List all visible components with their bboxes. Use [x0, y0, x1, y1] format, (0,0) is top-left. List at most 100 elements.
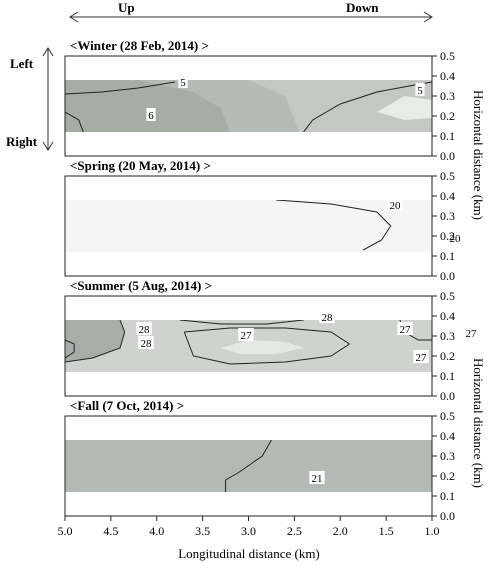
right-arrowhead	[42, 141, 54, 151]
y-tick-label: 0.2	[440, 229, 455, 243]
down-label: Down	[346, 0, 379, 15]
x-tick-label: 4.5	[103, 524, 118, 538]
contour-label-bg	[136, 322, 152, 335]
y-tick-label: 0.0	[440, 389, 455, 403]
y-tick-label: 0.5	[440, 49, 455, 63]
panel-frame	[64, 175, 433, 277]
panel-field-detail	[65, 320, 432, 372]
contour-label: 27	[466, 328, 478, 340]
contour-label: 5	[417, 85, 423, 97]
panel-2: 20 20 <Spring (20 May, 2014) > 0.0 0.1 0.2 0.3…	[64, 158, 463, 283]
y-tick-label: 0.4	[440, 429, 455, 443]
y-tick-label: 0.1	[440, 489, 455, 503]
x-axis-label: Longitudinal distance (km)	[178, 546, 320, 561]
x-axis: 5.0 4.5 4.0 3.5 3.0 2.5 2.0 1.5 1.0	[58, 516, 440, 538]
x-tick-label: 2.0	[333, 524, 348, 538]
contour-label: 6	[148, 110, 154, 122]
contour-label: 21	[312, 473, 323, 485]
y-axis-label-bottom: Horizontal distance (km)	[471, 358, 486, 488]
x-tick-label: 2.5	[287, 524, 302, 538]
y-tick-label: 0.0	[440, 149, 455, 163]
x-tick-label: 3.5	[195, 524, 210, 538]
shade-band-2	[220, 340, 304, 354]
y-tick-label: 0.3	[440, 329, 455, 343]
y-tick-label: 0.5	[440, 409, 455, 423]
panel-title: <Fall (7 Oct, 2014) >	[70, 398, 184, 413]
panel-field-detail	[275, 200, 392, 251]
contour-panels: 5 5 6 <Winter (28 Feb, 2014) > 0.0 0.1 0.2 0.3 0…	[64, 38, 479, 523]
left-label: Left	[10, 56, 34, 71]
contour-line-21-1	[225, 440, 272, 492]
direction-arrows	[42, 11, 433, 151]
contour-line-5-2	[303, 81, 432, 132]
panel-field-detail	[225, 440, 272, 492]
y-tick-label: 0.2	[440, 109, 455, 123]
contour-line-5-1	[65, 81, 176, 95]
shade-band-3	[376, 96, 432, 120]
x-tick-label: 5.0	[58, 524, 73, 538]
y-axis-label-top: Horizontal distance (km)	[471, 90, 486, 220]
y-tick-label: 0.2	[440, 349, 455, 363]
contour-label-bg	[415, 83, 425, 96]
y-tick-label: 0.2	[440, 469, 455, 483]
contour-label-bg	[463, 326, 479, 339]
down-arrowhead	[423, 11, 433, 23]
panel-frame	[64, 55, 433, 157]
panel-frame	[64, 295, 433, 397]
up-arrowhead	[69, 11, 79, 23]
contour-line-20-1	[275, 200, 392, 251]
contour-line-27-4	[183, 327, 351, 365]
y-tick-label: 0.3	[440, 449, 455, 463]
panel-field	[65, 200, 432, 252]
left-arrowhead	[42, 47, 54, 57]
y-tick-label: 0.1	[440, 249, 455, 263]
contour-label-bg	[138, 336, 154, 349]
y-tick-label: 0.0	[440, 509, 455, 523]
y-tick-label: 0.1	[440, 369, 455, 383]
contour-label: 28	[141, 338, 153, 350]
contour-label: 28	[139, 324, 151, 336]
panel-field-detail	[65, 80, 432, 132]
contour-label-bg	[309, 471, 325, 484]
x-tick-label: 3.0	[241, 524, 256, 538]
y-tick-label: 0.0	[440, 269, 455, 283]
contour-label-bg	[413, 350, 429, 363]
contour-label: 27	[400, 324, 412, 336]
contour-label-bg	[387, 198, 403, 211]
contour-label: 27	[416, 352, 428, 364]
y-tick-label: 0.4	[440, 189, 455, 203]
shade-band-2	[138, 80, 299, 132]
shade-band-1	[65, 80, 231, 132]
panel-1: 5 5 6 <Winter (28 Feb, 2014) > 0.0 0.1 0.2 0.3 0…	[64, 38, 455, 163]
y-tick-label: 0.5	[440, 289, 455, 303]
panel-title: <Winter (28 Feb, 2014) >	[70, 38, 209, 53]
contour-label-bg	[397, 322, 413, 335]
y-tick-label: 0.3	[440, 209, 455, 223]
panel-title: <Summer (5 Aug, 2014) >	[70, 278, 212, 293]
contour-label-bg	[178, 75, 188, 88]
contour-line-6-3	[65, 111, 84, 132]
contour-line-28-1	[65, 339, 75, 359]
right-label: Right	[6, 134, 38, 149]
x-tick-label: 1.0	[425, 524, 440, 538]
y-tick-label: 0.4	[440, 69, 455, 83]
panel-4: 21 <Fall (7 Oct, 2014) > 0.0 0.1 0.2 0.3 0.4 0.…	[64, 398, 455, 523]
contour-label-bg	[447, 231, 463, 244]
contour-line-27-2	[65, 320, 126, 363]
panel-3: 28 28 27 28 27 27 27 <Summer (5 Aug, 2014) > 0.0…	[64, 278, 479, 403]
y-tick-label: 0.5	[440, 169, 455, 183]
panel-title: <Spring (20 May, 2014) >	[70, 158, 211, 173]
contour-line-28-3	[179, 320, 304, 325]
y-tick-label: 0.1	[440, 129, 455, 143]
up-label: Up	[118, 0, 135, 15]
contour-label: 20	[450, 233, 462, 245]
contour-label-bg	[146, 108, 156, 121]
contour-label-bg	[319, 310, 335, 323]
x-tick-label: 1.5	[379, 524, 394, 538]
contour-label: 5	[180, 77, 186, 89]
shade-band-1	[65, 320, 125, 372]
contour-label: 27	[241, 330, 253, 342]
contour-label-bg	[238, 328, 254, 341]
contour-label: 20	[390, 200, 402, 212]
